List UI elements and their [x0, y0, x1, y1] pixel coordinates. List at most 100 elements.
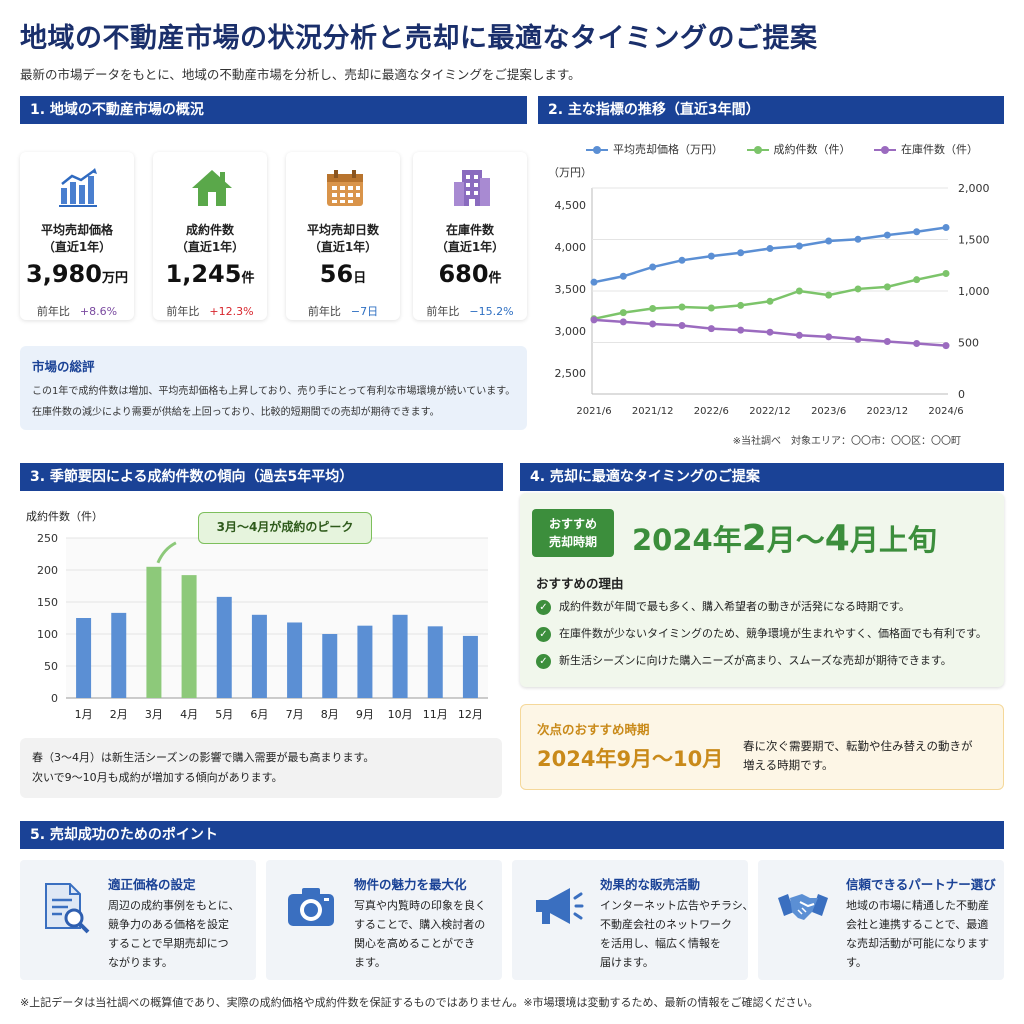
x-tick-label: 7月 — [286, 708, 304, 721]
y-tick-label-right: 1,500 — [958, 234, 990, 247]
data-point — [854, 335, 862, 343]
data-point — [766, 297, 774, 305]
y-tick-label: 150 — [37, 596, 58, 609]
trend-chart-legend: 平均売却価格（万円） 成約件数（件） 在庫件数（件） — [586, 141, 998, 157]
bar — [462, 635, 478, 698]
section-header-timing: 4. 売却に最適なタイミングのご提案 — [520, 463, 1004, 491]
kpi-card-deals: 成約件数 （直近1年） 1,245件 前年比 +12.3% — [153, 152, 267, 320]
data-point — [766, 245, 774, 253]
next-recommendation-box: 次点のおすすめ時期 2024年9月〜10月 春に次ぐ需要期で、転勤や住み替えの動… — [520, 704, 1004, 790]
data-point — [883, 337, 891, 345]
kpi-change-value: −15.2% — [469, 305, 514, 318]
x-tick-label: 4月 — [180, 708, 198, 721]
bar — [146, 566, 162, 698]
plot-area — [66, 538, 488, 698]
badge-text: 売却時期 — [548, 535, 597, 549]
market-summary-text: 在庫件数の減少により需要が供給を上回っており、比較的短期間での売却が期待できます… — [32, 407, 440, 418]
calendar-icon — [327, 170, 363, 206]
next-desc-line: 増える時期です。 — [743, 758, 834, 772]
data-point — [766, 328, 774, 336]
handshake-icon — [778, 894, 828, 920]
kpi-label-period: （直近1年） — [42, 240, 112, 254]
point-line: インターネット広告やチラシ、 — [600, 899, 754, 912]
point-card-appeal: 物件の魅力を最大化 写真や内覧時の印象を良く することで、購入検討者の 関心を高… — [266, 860, 502, 980]
x-tick-label: 2024/6 — [928, 406, 963, 417]
x-tick-label: 11月 — [423, 708, 448, 721]
kpi-value: 56 — [319, 260, 354, 288]
data-point — [795, 242, 803, 250]
point-line: 競争力のある価格を設定 — [108, 918, 229, 931]
y-tick-label-right: 1,000 — [958, 285, 990, 298]
point-body: 地域の市場に精通した不動産 会社と連携することで、最適 な売却活動が可能になりま… — [846, 896, 989, 972]
data-point — [825, 291, 833, 299]
data-point — [883, 283, 891, 291]
period-text: 月〜 — [766, 523, 825, 557]
next-recommendation-desc: 春に次ぐ需要期で、転勤や住み替えの動きが 増える時期です。 — [743, 737, 973, 775]
period-text: 2024年 — [632, 523, 742, 557]
data-point — [795, 287, 803, 295]
legend-swatch — [586, 146, 608, 154]
kpi-change-label: 前年比 — [36, 305, 70, 318]
legend-item: 平均売却価格（万円） — [586, 141, 723, 157]
trend-line-chart: （万円） 2,000 1,500 1,000 500 0 4,500 4,000 3,500 3,… — [548, 166, 990, 417]
point-card-marketing: 効果的な販売活動 インターネット広告やチラシ、 不動産会社のネットワーク を活用… — [512, 860, 754, 980]
data-point — [590, 278, 598, 286]
bar — [392, 614, 408, 698]
recommendation-badge: おすすめ 売却時期 — [532, 509, 614, 557]
y-tick-label-left: 2,500 — [555, 367, 587, 380]
series-line — [593, 272, 947, 321]
data-point — [649, 305, 657, 313]
data-point — [649, 320, 657, 328]
recommendation-box: おすすめ 売却時期 2024年2月〜4月上旬 おすすめの理由 ✓ 成約件数が年間で… — [520, 493, 1004, 687]
kpi-label-period: （直近1年） — [175, 240, 245, 254]
seasonal-note-line: 次いで9〜10月も成約が増加する傾向があります。 — [32, 771, 283, 784]
kpi-change-value: −7日 — [350, 305, 379, 318]
bar — [216, 596, 232, 698]
megaphone-icon — [536, 888, 584, 924]
section-header-success-points: 5. 売却成功のためのポイント — [20, 821, 1004, 849]
legend-swatch — [746, 146, 769, 154]
kpi-value: 680 — [438, 260, 489, 288]
data-point — [825, 333, 833, 341]
x-tick-label: 5月 — [215, 708, 233, 721]
reason-title: おすすめの理由 — [536, 576, 624, 591]
point-line: 写真や内覧時の印象を良く — [354, 899, 486, 912]
legend-label: 平均売却価格（万円） — [613, 143, 723, 156]
point-line: を活用し、幅広く情報を — [600, 937, 721, 950]
y-tick-label-right: 500 — [958, 337, 979, 350]
check-icon: ✓ — [536, 626, 551, 642]
data-point — [737, 249, 745, 257]
point-line: 地域の市場に精通した不動産 — [846, 899, 989, 912]
reason-list: ✓ 成約件数が年間で最も多く、購入希望者の動きが活発になる時期です。 ✓ 在庫件数が… — [536, 599, 987, 680]
market-summary-box: 市場の総評 この1年で成約件数は増加、平均売却価格も上昇しており、売り手にとって… — [20, 346, 527, 430]
point-line: することで早期売却につ — [108, 937, 229, 950]
peak-callout: 3月〜4月が成約のピーク — [198, 512, 372, 544]
bar — [181, 575, 197, 698]
point-card-pricing: 適正価格の設定 周辺の成約事例をもとに、 競争力のある価格を設定 することで早期… — [20, 860, 256, 980]
x-tick-label: 6月 — [250, 708, 268, 721]
data-point — [795, 331, 803, 339]
reason-text: 成約件数が年間で最も多く、購入希望者の動きが活発になる時期です。 — [559, 600, 910, 613]
y-axis-title: 成約件数（件） — [26, 509, 103, 523]
point-body: インターネット広告やチラシ、 不動産会社のネットワーク を活用し、幅広く情報を … — [600, 896, 754, 972]
data-point — [942, 224, 950, 232]
point-line: することで、購入検討者の — [354, 918, 486, 931]
legend-item: 成約件数（件） — [746, 141, 851, 157]
point-line: 関心を高めることができ — [354, 937, 475, 950]
x-tick-label: 2022/6 — [694, 406, 729, 417]
market-summary-text: この1年で成約件数は増加、平均売却価格も上昇しており、売り手にとって有利な市場環… — [32, 386, 516, 397]
data-point — [707, 304, 715, 312]
reason-item: ✓ 在庫件数が少ないタイミングのため、競争環境が生まれやすく、価格面でも有利です。 — [536, 626, 987, 653]
period-text: 2 — [741, 518, 767, 559]
check-icon: ✓ — [536, 599, 551, 615]
page-title: 地域の不動産市場の状況分析と売却に最適なタイミングのご提案 — [20, 23, 818, 54]
seasonal-note: 春（3〜4月）は新生活シーズンの影響で購入需要が最も高まります。 次いで9〜10… — [20, 738, 502, 798]
data-point — [913, 340, 921, 348]
seasonal-bar-chart: 成約件数（件） 0 50 100 150 200 250 1月 2月 3月 4月 5月 6月 7月 8月 9月… — [26, 509, 488, 721]
point-line: 届けます。 — [600, 956, 654, 969]
seasonal-note-line: 春（3〜4月）は新生活シーズンの影響で購入需要が最も高まります。 — [32, 751, 375, 764]
kpi-unit: 件 — [488, 271, 502, 286]
data-point — [825, 237, 833, 245]
y-tick-label-left: 4,500 — [555, 199, 587, 212]
kpi-value: 1,245 — [165, 260, 242, 288]
